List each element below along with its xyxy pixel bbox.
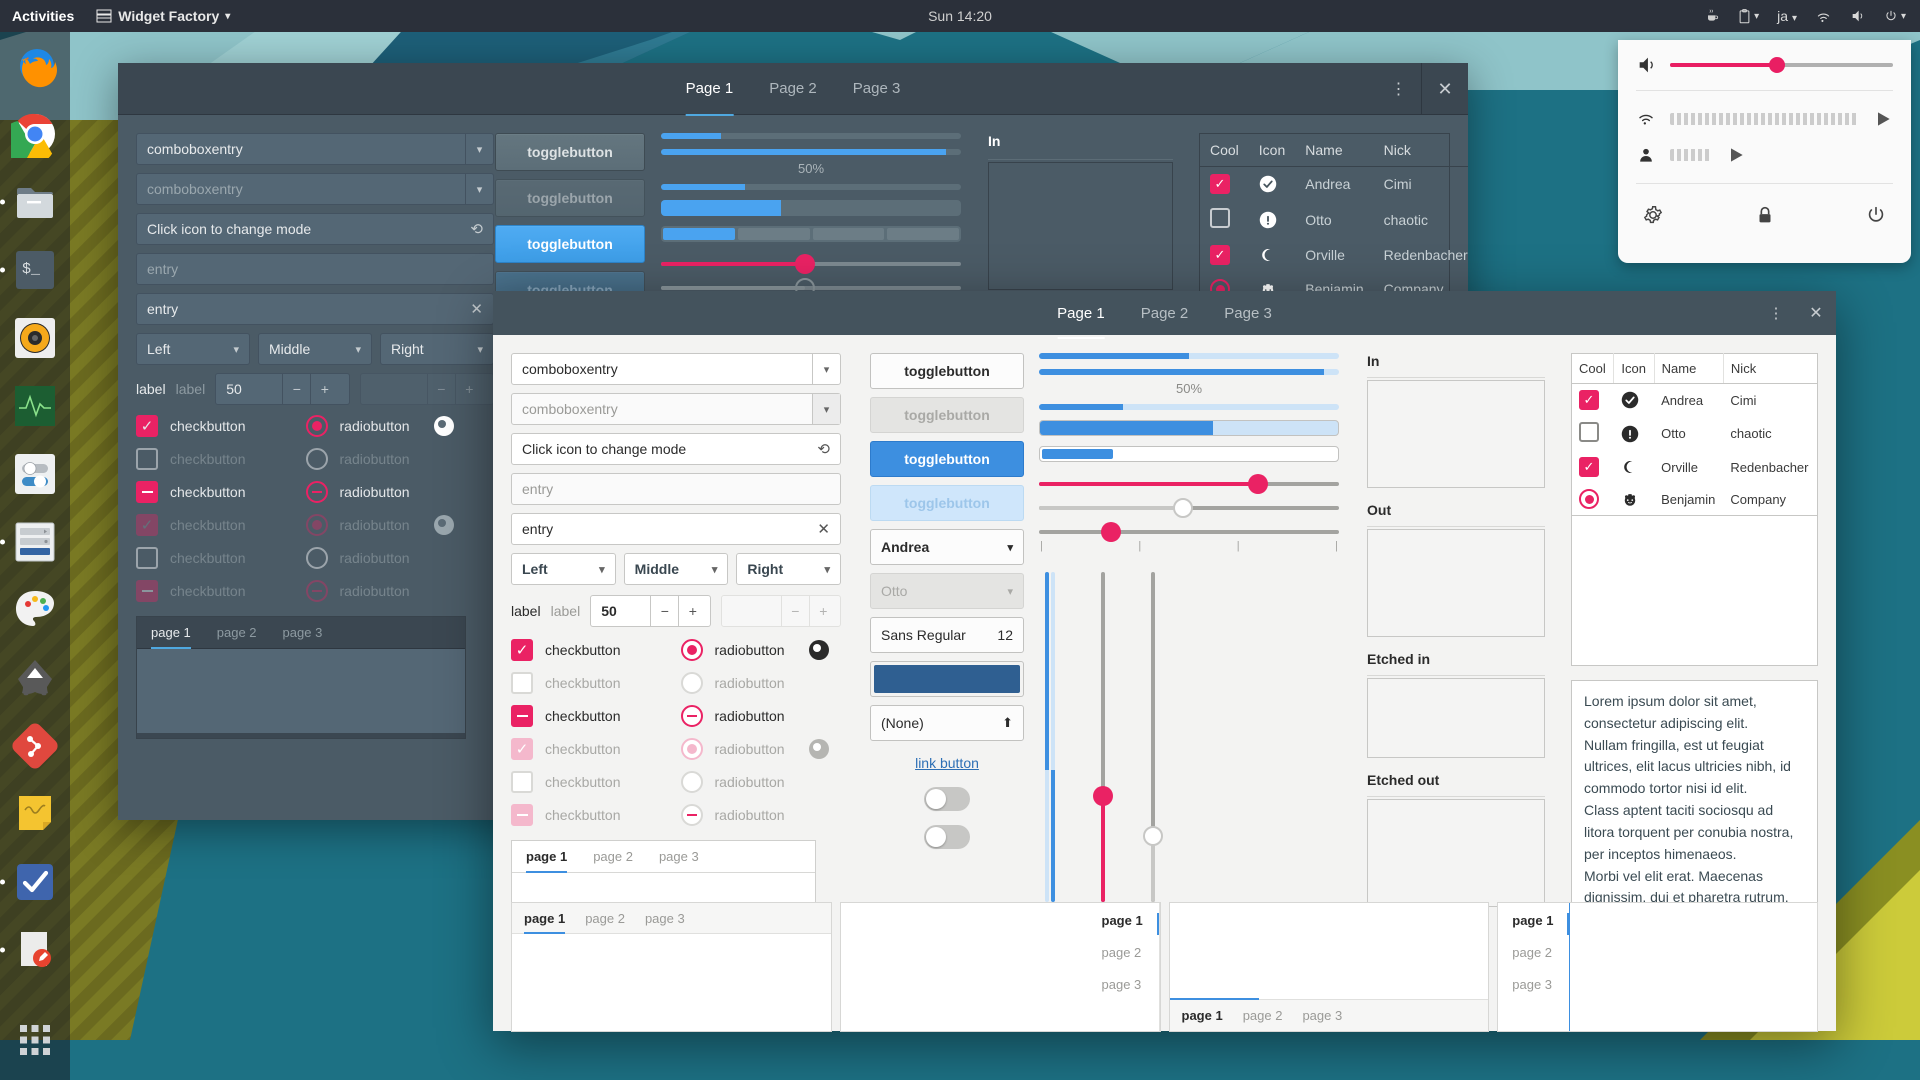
- svg-text:$_: $_: [22, 261, 41, 278]
